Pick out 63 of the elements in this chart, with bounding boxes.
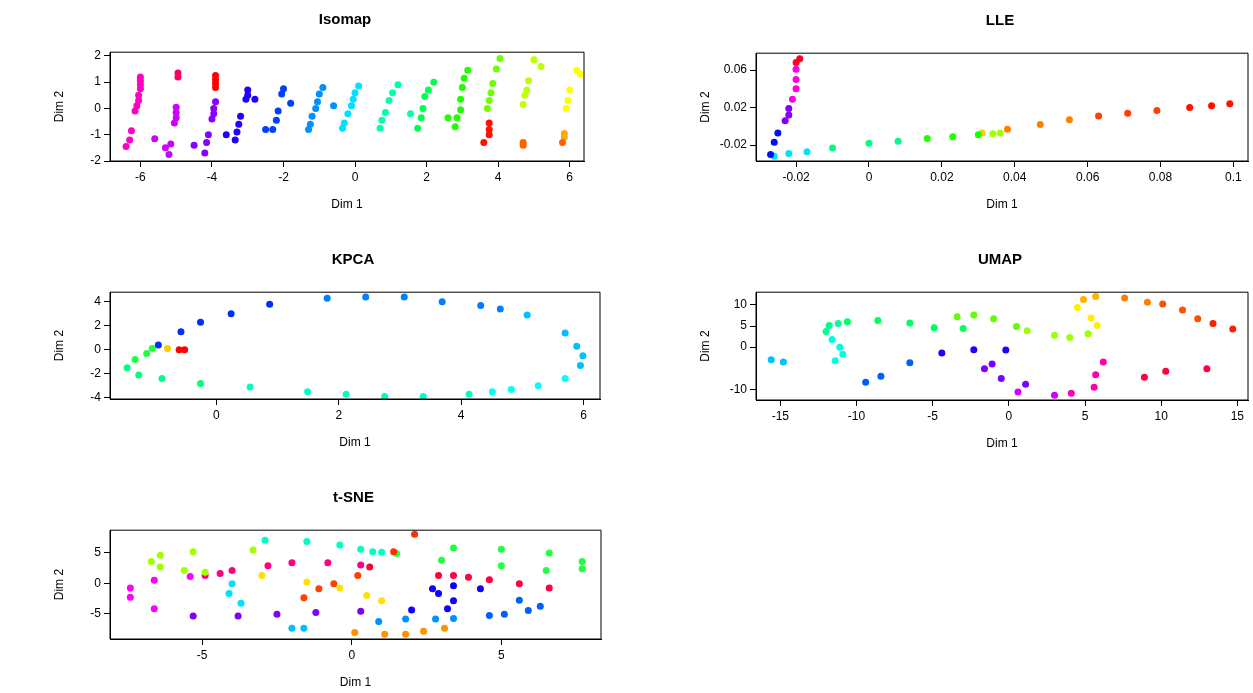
x-tick-label: 2 [335, 407, 343, 422]
x-tick-label: -4 [206, 169, 218, 184]
x-tick-label: -10 [847, 408, 866, 423]
x-axis-title: Dim 1 [331, 197, 363, 212]
y-tick-label: -10 [729, 381, 748, 396]
x-tick-label: 4 [494, 169, 502, 184]
y-axis-title: Dim 2 [51, 329, 66, 362]
x-tick-label: 6 [566, 169, 574, 184]
y-axis-title: Dim 2 [697, 330, 712, 362]
x-tick-label: 10 [1154, 408, 1169, 423]
chart-title: Isomap [317, 10, 373, 27]
y-tick-label: 2 [94, 48, 102, 63]
x-axis-title: Dim 1 [986, 197, 1018, 212]
chart-title: UMAP [976, 250, 1024, 267]
x-tick-label: -2 [278, 169, 290, 184]
x-tick-label: 0 [1005, 408, 1013, 423]
y-tick-label: -2 [90, 153, 102, 168]
x-tick-label: 4 [457, 407, 465, 422]
x-tick-label: 0.1 [1225, 169, 1243, 184]
y-tick-label: 2 [94, 318, 102, 333]
y-tick-label: 0 [94, 100, 102, 115]
y-tick-label: 10 [733, 297, 748, 312]
x-tick-label: -15 [771, 408, 790, 423]
y-tick-label: 4 [94, 294, 102, 309]
x-tick-label: -5 [196, 647, 208, 662]
y-tick-label: 5 [740, 318, 748, 333]
x-tick-label: 6 [580, 407, 588, 422]
x-tick-label: 5 [498, 647, 506, 662]
x-tick-label: 5 [1081, 408, 1089, 423]
y-tick-label: 0.02 [723, 99, 748, 114]
y-tick-label: 1 [94, 74, 102, 89]
y-axis-title: Dim 2 [51, 568, 66, 601]
chart-title: t-SNE [332, 488, 375, 505]
y-tick-label: 0 [94, 342, 102, 357]
y-tick-label: -0.02 [719, 137, 748, 152]
x-tick-label: 2 [423, 169, 431, 184]
x-tick-label: 0.06 [1075, 169, 1100, 184]
x-axis-title: Dim 1 [986, 436, 1018, 451]
y-tick-label: -5 [90, 605, 102, 620]
x-tick-label: 0 [213, 407, 221, 422]
y-tick-label: 0 [740, 339, 748, 354]
x-tick-label: 0.02 [930, 169, 954, 184]
y-axis-title: Dim 2 [51, 90, 66, 123]
y-tick-label: 0.06 [723, 62, 748, 77]
x-tick-label: -5 [927, 408, 939, 423]
x-tick-label: 0 [865, 169, 873, 184]
x-tick-label: 0 [348, 647, 356, 662]
x-tick-label: -6 [135, 169, 147, 184]
chart-title: LLE [984, 11, 1016, 28]
chart-title: KPCA [330, 250, 376, 267]
x-axis-title: Dim 1 [339, 675, 372, 690]
x-tick-label: 0 [351, 169, 359, 184]
y-tick-label: 5 [94, 545, 102, 560]
y-tick-label: -2 [90, 366, 102, 381]
y-axis-title: Dim 2 [697, 91, 712, 123]
y-tick-label: -4 [90, 390, 102, 405]
x-tick-label: 0.04 [1003, 169, 1027, 184]
y-tick-label: 0 [94, 575, 102, 590]
x-tick-label: -0.02 [782, 169, 811, 184]
x-axis-title: Dim 1 [339, 435, 371, 450]
y-tick-label: -1 [90, 127, 102, 142]
x-tick-label: 15 [1230, 408, 1245, 423]
x-tick-label: 0.08 [1148, 169, 1173, 184]
